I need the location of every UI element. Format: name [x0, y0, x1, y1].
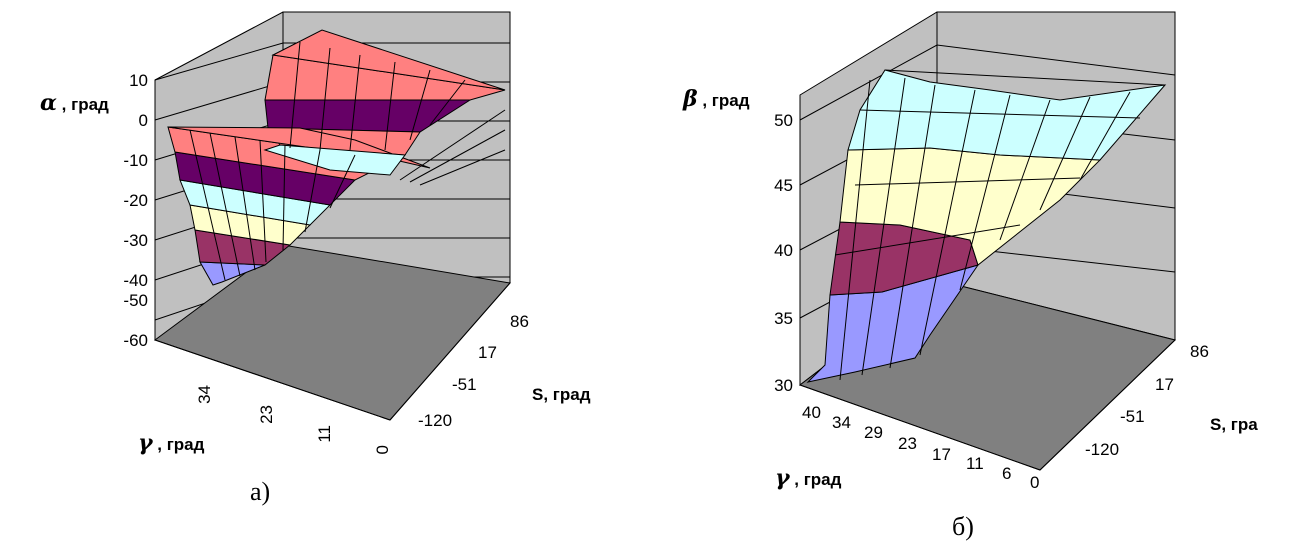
x-tick: 0 [373, 445, 392, 454]
x-tick: 40 [802, 403, 821, 422]
y-tick: 86 [510, 312, 529, 331]
band [271, 29, 506, 91]
z-tick: 45 [774, 176, 793, 195]
band [847, 69, 1167, 161]
chart-a-caption: а) [250, 477, 270, 506]
chart-b-x-label: γ , град [775, 465, 842, 491]
y-tick: 86 [1190, 342, 1209, 361]
chart-b-axes [799, 95, 1176, 471]
chart-a: 10 0 -10 -20 -30 -40 -50 -60 34 23 11 0 … [40, 11, 591, 506]
y-tick: -120 [418, 411, 452, 430]
x-tick: 29 [864, 423, 883, 442]
z-tick: 40 [774, 241, 793, 260]
x-tick: 23 [898, 434, 917, 453]
chart-b-caption: б) [952, 512, 974, 541]
x-tick: 34 [832, 413, 851, 432]
x-tick: 34 [195, 385, 214, 404]
chart-a-mesh [189, 41, 506, 281]
z-tick: 50 [774, 111, 793, 130]
chart-a-x-label: γ , град [138, 430, 205, 456]
z-tick: -10 [123, 151, 148, 170]
x-tick: 23 [257, 405, 276, 424]
band [263, 144, 406, 176]
chart-a-x-ticks: 34 23 11 0 [195, 385, 392, 454]
z-tick: -20 [123, 191, 148, 210]
chart-a-z-label: α , град [40, 90, 109, 116]
x-tick: 0 [1030, 473, 1039, 492]
chart-b-surface [806, 69, 1167, 383]
z-tick: 30 [774, 376, 793, 395]
chart-b-x-ticks: 40 34 29 23 17 11 6 0 [802, 403, 1039, 492]
z-tick: 0 [139, 111, 148, 130]
z-tick: 35 [774, 309, 793, 328]
y-tick: 17 [478, 343, 497, 362]
chart-b: 50 45 40 35 30 40 34 29 23 17 11 6 0 86 … [682, 11, 1258, 541]
x-tick: 6 [1002, 464, 1011, 483]
chart-b-z-ticks: 50 45 40 35 30 [774, 111, 793, 395]
z-tick: -50 [123, 291, 148, 310]
chart-a-z-ticks: 10 0 -10 -20 -30 -40 -50 -60 [123, 71, 148, 350]
y-tick: -120 [1085, 440, 1119, 459]
chart-a-y-label: S, град [532, 385, 591, 404]
chart-b-y-label: S, гра [1210, 415, 1258, 434]
chart-b-mesh [834, 69, 1166, 381]
z-tick: -30 [123, 231, 148, 250]
x-tick: 11 [315, 425, 334, 443]
z-tick: -40 [123, 271, 148, 290]
z-tick: 10 [129, 71, 148, 90]
chart-b-z-label: β , град [682, 86, 750, 112]
chart-a-axes [154, 80, 511, 421]
chart-a-y-ticks: 86 17 -51 -120 [418, 312, 529, 430]
x-tick: 11 [966, 454, 984, 473]
chart-b-y-ticks: 86 17 -51 -120 [1085, 342, 1209, 459]
y-tick: -51 [452, 375, 477, 394]
z-tick: -60 [123, 331, 148, 350]
x-tick: 17 [932, 445, 951, 464]
y-tick: -51 [1120, 407, 1145, 426]
y-tick: 17 [1155, 375, 1174, 394]
